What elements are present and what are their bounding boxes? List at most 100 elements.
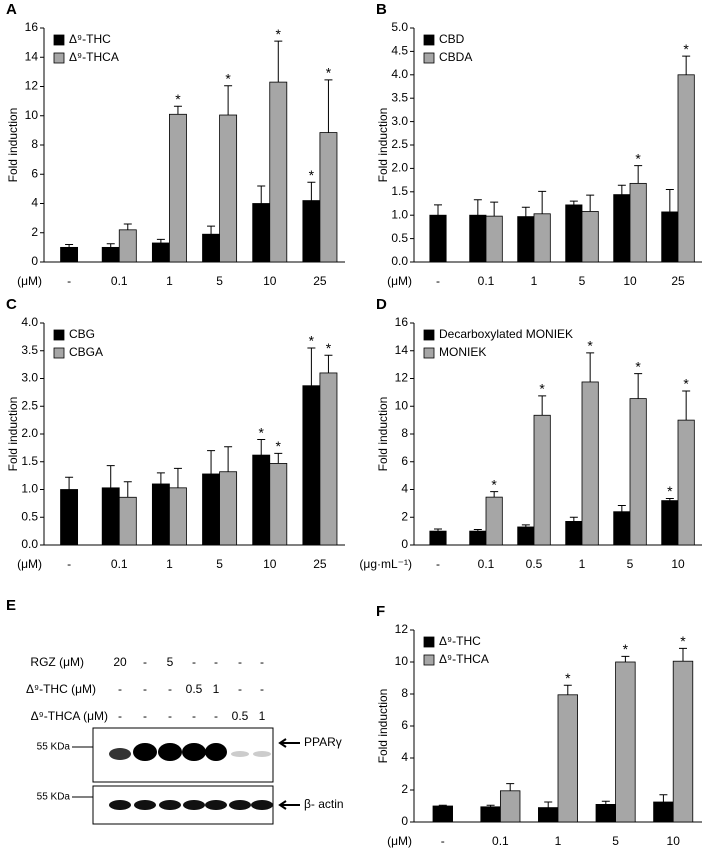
panel-letter: F: [376, 603, 385, 620]
error-bar: [106, 243, 115, 248]
bar: [485, 496, 503, 546]
x-axis-label: (μg·mL⁻¹): [359, 557, 412, 571]
x-tick-label: -: [67, 557, 71, 571]
y-tick-label: 4: [401, 750, 408, 764]
bar: [499, 790, 521, 823]
panel-letter: A: [6, 1, 17, 18]
lane-value: -: [143, 709, 147, 723]
bands-actin: [109, 800, 273, 810]
bar: [118, 496, 137, 546]
y-tick-label: 14: [395, 343, 409, 357]
band-label: PPARγ: [304, 735, 342, 749]
row-label: RGZ (μM): [30, 655, 84, 669]
bar: [629, 182, 647, 263]
legend-label: CBG: [69, 327, 95, 341]
error-bar: [544, 801, 553, 808]
legend-label: Δ⁹-THCA: [69, 50, 119, 64]
significance-mark: *: [175, 91, 181, 107]
error-bar: [106, 465, 115, 488]
blot-panel: E 55 KDa 55 KDa PPARγ β- actin: [6, 597, 344, 825]
significance-mark: *: [309, 167, 315, 183]
significance-mark: *: [258, 424, 264, 440]
bar: [269, 463, 288, 546]
y-tick-label: 8: [401, 426, 408, 440]
y-tick-label: 2.5: [391, 137, 408, 151]
y-tick-label: 2.0: [391, 161, 408, 175]
y-tick-label: 1.5: [21, 454, 38, 468]
bands-ppar: [109, 743, 271, 761]
error-bar: [538, 395, 547, 416]
y-tick-label: 4.0: [21, 315, 38, 329]
legend-label: Δ⁹-THCA: [439, 652, 489, 666]
x-tick-label: 5: [627, 557, 634, 571]
bar: [151, 483, 170, 546]
bar: [485, 215, 503, 263]
y-tick-label: 4.5: [391, 44, 408, 58]
bar: [302, 200, 321, 263]
error-bar: [634, 373, 643, 399]
error-bar: [586, 194, 595, 212]
bar: [219, 471, 238, 546]
x-tick-label: 1: [166, 274, 173, 288]
error-bar: [506, 783, 515, 791]
bar: [677, 74, 695, 263]
bar: [319, 372, 338, 546]
x-tick-label: 10: [263, 274, 277, 288]
bar: [302, 385, 321, 546]
error-bar: [563, 684, 572, 695]
y-tick-label: 3.5: [21, 343, 38, 357]
row-label: Δ⁹-THC (μM): [26, 682, 96, 696]
error-bar: [521, 524, 530, 527]
y-tick-label: 1.0: [21, 482, 38, 496]
error-bar: [257, 439, 266, 456]
y-tick-label: 2: [401, 782, 408, 796]
bar: [677, 419, 695, 546]
error-bar: [156, 238, 165, 243]
error-bar: [123, 481, 132, 498]
error-bar: [665, 188, 674, 212]
lane-value: 0.5: [186, 682, 203, 696]
bar: [118, 229, 137, 263]
bar: [151, 242, 170, 263]
bar: [219, 114, 238, 263]
chart: B Fold induction 0.0 0.5 1.0 1.5 2.0 2.5 3.0 3.5 4…: [376, 1, 702, 288]
lane-value: -: [214, 709, 218, 723]
x-tick-label: -: [436, 274, 440, 288]
y-axis-label: Fold induction: [6, 108, 20, 183]
y-tick-label: 16: [395, 315, 409, 329]
lane-value: -: [168, 709, 172, 723]
error-bar: [307, 347, 316, 386]
significance-mark: *: [326, 340, 332, 356]
arrow: [278, 738, 300, 748]
lane-value: -: [143, 655, 147, 669]
y-tick-label: 1.5: [391, 184, 408, 198]
y-tick-label: 5.0: [391, 20, 408, 34]
legend-label: CBGA: [69, 345, 103, 359]
error-bar: [659, 794, 668, 802]
panel-letter: E: [6, 597, 16, 614]
error-bar: [156, 472, 165, 484]
x-tick-label: 10: [667, 834, 681, 848]
y-tick-label: 6: [401, 718, 408, 732]
error-bar: [434, 528, 442, 532]
y-tick-label: 2.5: [21, 398, 38, 412]
chart: F Fold induction 0 2 4 6 8 10 12 (μM) - 0.1 1 * 5 * 10 * Δ…: [376, 603, 702, 848]
error-bar: [569, 200, 578, 205]
error-bar: [665, 498, 674, 501]
bar: [252, 203, 271, 263]
bar: [319, 132, 338, 263]
x-tick-label: 5: [216, 274, 223, 288]
bar: [432, 805, 453, 823]
chart: C Fold induction 0.0 0.5 1.0 1.5 2.0 2.5 3.0 3.5 4…: [6, 296, 345, 571]
error-bar: [438, 804, 447, 806]
error-bar: [621, 655, 630, 662]
significance-mark: *: [491, 476, 497, 492]
bar: [629, 398, 647, 546]
lane-value: -: [214, 655, 218, 669]
error-bar: [521, 206, 530, 217]
lane-value: -: [260, 655, 264, 669]
lane-value: 5: [167, 655, 174, 669]
error-bar: [274, 452, 283, 464]
significance-mark: *: [276, 438, 282, 454]
lane-value: -: [238, 682, 242, 696]
